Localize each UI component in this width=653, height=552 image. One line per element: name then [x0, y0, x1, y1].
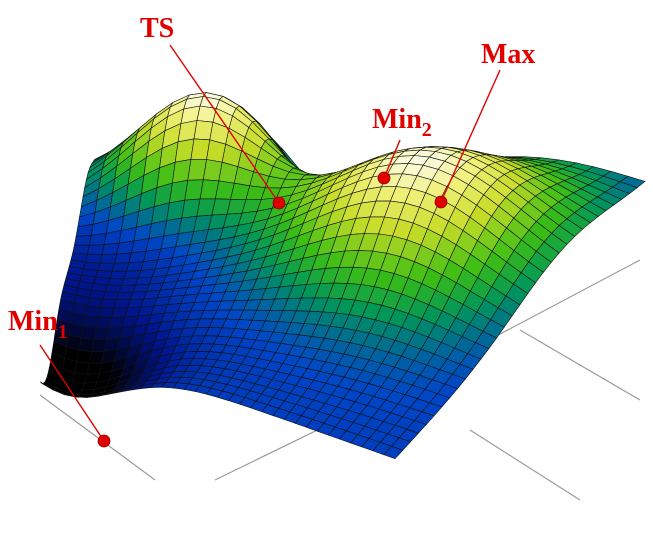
mesh-cell	[79, 338, 94, 352]
mesh-cell	[112, 263, 129, 271]
stationary-point	[378, 172, 390, 184]
mesh-cell	[85, 306, 101, 317]
energy-surface-diagram: TS Max Min2 Min1	[0, 0, 653, 552]
mesh-cell	[98, 263, 115, 271]
label-text: Min	[8, 306, 58, 337]
stationary-point	[273, 197, 285, 209]
point-label: Min2	[372, 104, 432, 141]
point-label: TS	[140, 13, 174, 44]
mesh-cell	[105, 285, 121, 292]
mesh-cell	[99, 308, 115, 318]
mesh-cell	[89, 233, 106, 245]
axis-line	[40, 395, 155, 480]
mesh-cell	[74, 235, 91, 245]
label-subscript: 1	[58, 321, 68, 343]
mesh-cell	[81, 326, 96, 339]
label-text: Min	[372, 104, 422, 135]
stationary-point	[98, 435, 110, 447]
axis-line	[470, 430, 580, 500]
axis-line	[520, 330, 640, 400]
mesh-cell	[83, 316, 98, 328]
stationary-point	[435, 196, 447, 208]
mesh-cell	[102, 243, 119, 254]
label-subscript: 2	[422, 119, 432, 141]
mesh-cell	[108, 278, 125, 285]
mesh-cell	[110, 271, 127, 278]
point-label: Max	[481, 39, 535, 70]
mesh-cell	[73, 245, 90, 254]
mesh-cell	[115, 253, 132, 263]
mesh-cell	[100, 254, 117, 263]
mesh-cell	[87, 245, 104, 255]
surface-mesh	[40, 93, 645, 459]
mesh-cell	[86, 254, 103, 263]
